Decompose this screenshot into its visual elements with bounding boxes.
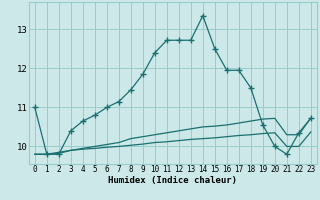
X-axis label: Humidex (Indice chaleur): Humidex (Indice chaleur): [108, 176, 237, 185]
